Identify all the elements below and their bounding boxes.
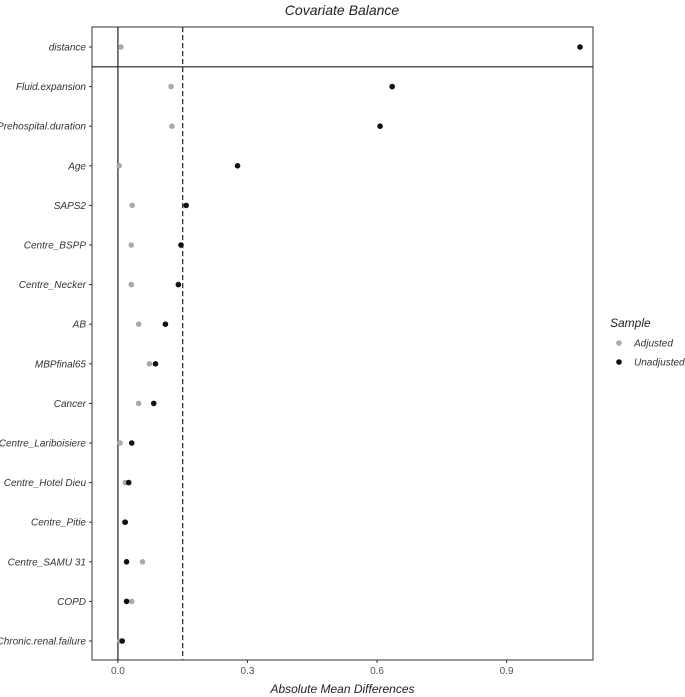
point-unadjusted <box>234 163 241 169</box>
point-unadjusted <box>150 400 157 407</box>
point-unadjusted <box>128 440 135 446</box>
point-adjusted <box>118 44 124 50</box>
point-unadjusted <box>389 83 395 90</box>
point-unadjusted <box>125 479 132 486</box>
x-tick-label: 0.0 <box>111 666 125 677</box>
legend-key-adjusted <box>616 340 622 346</box>
y-tick-label: Cancer <box>54 399 87 410</box>
point-unadjusted <box>123 598 130 605</box>
legend-title: Sample <box>610 316 651 330</box>
y-tick-label: MBPfinal65 <box>35 359 87 370</box>
y-tick-label: Prehospital.duration <box>0 122 86 133</box>
legend-label: Adjusted <box>633 339 673 350</box>
point-adjusted <box>128 242 135 248</box>
y-tick-label: Fluid.expansion <box>16 82 86 93</box>
y-tick-label: COPD <box>57 597 86 608</box>
y-tick-label: Centre_Pitie <box>31 518 86 529</box>
point-adjusted <box>135 321 142 328</box>
y-tick-label: SAPS2 <box>54 201 87 212</box>
point-adjusted <box>128 598 135 605</box>
chart-title: Covariate Balance <box>285 2 400 18</box>
point-unadjusted <box>162 321 169 328</box>
point-adjusted <box>169 123 175 129</box>
y-tick-label: Centre_Lariboisiere <box>0 439 86 450</box>
point-adjusted <box>117 440 123 446</box>
point-unadjusted <box>175 281 182 288</box>
point-unadjusted <box>183 202 189 209</box>
y-tick-label: AB <box>72 320 87 331</box>
point-adjusted <box>139 559 146 565</box>
x-axis-label: Absolute Mean Differences <box>269 682 414 696</box>
x-tick-label: 0.6 <box>370 666 384 677</box>
y-tick-label: Age <box>67 161 86 172</box>
y-tick-label: Centre_SAMU 31 <box>8 557 86 568</box>
point-unadjusted <box>178 242 184 248</box>
point-adjusted <box>116 163 123 169</box>
y-tick-label: Chronic.renal.failure <box>0 637 86 648</box>
point-adjusted <box>135 400 142 407</box>
y-tick-label: Centre_Necker <box>19 280 87 291</box>
point-unadjusted <box>119 638 126 644</box>
legend: Sample Adjusted Unadjusted <box>610 316 685 369</box>
point-adjusted <box>129 202 135 209</box>
point-adjusted <box>128 281 135 288</box>
point-unadjusted <box>122 519 129 525</box>
legend-label: Unadjusted <box>634 358 685 369</box>
y-tick-label: distance <box>49 43 87 54</box>
y-tick-label: Centre_Hotel Dieu <box>4 478 87 489</box>
point-unadjusted <box>577 44 583 50</box>
point-adjusted <box>146 361 153 367</box>
point-unadjusted <box>377 123 383 129</box>
point-unadjusted <box>152 361 159 367</box>
y-tick-label: Centre_BSPP <box>24 241 87 252</box>
point-adjusted <box>168 83 174 90</box>
legend-key-unadjusted <box>616 359 622 365</box>
x-tick-label: 0.9 <box>500 666 514 677</box>
point-unadjusted <box>123 559 130 565</box>
plot-panel <box>91 26 594 661</box>
x-tick-label: 0.3 <box>241 666 255 677</box>
